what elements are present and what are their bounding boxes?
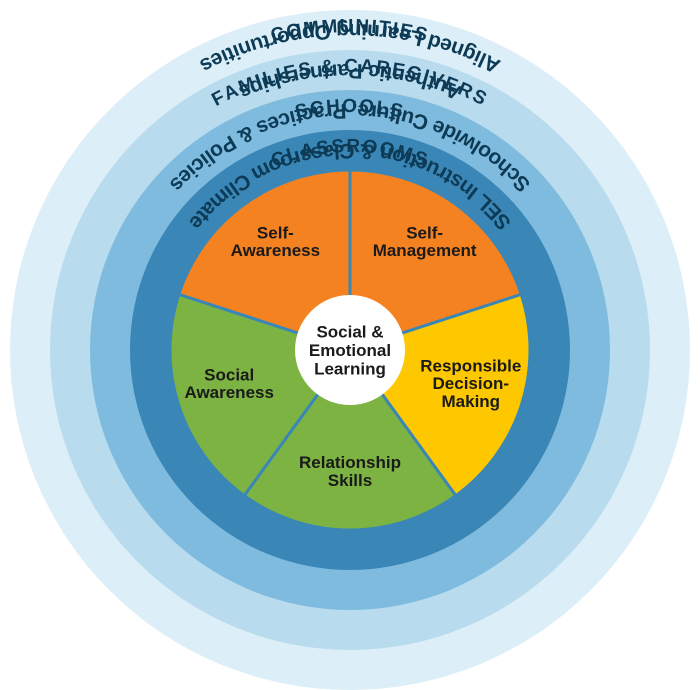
center-label: Social &EmotionalLearning bbox=[309, 322, 391, 378]
sel-wheel-diagram: COMMUNITIESAligned Learning Opportunitie… bbox=[0, 0, 700, 690]
